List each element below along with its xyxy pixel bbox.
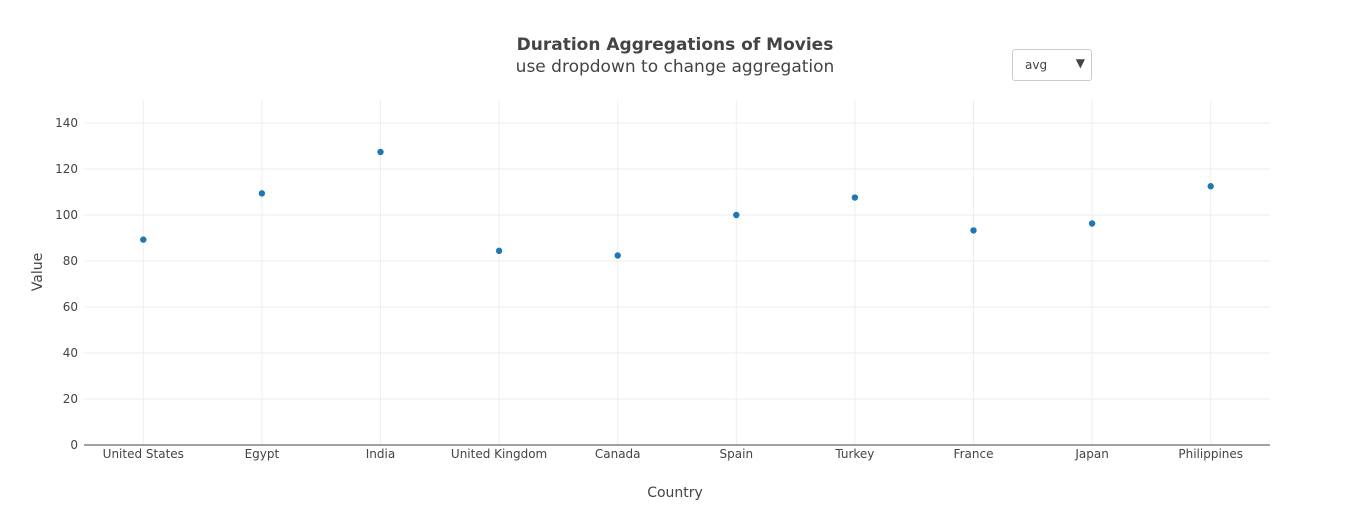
data-point[interactable]: [614, 252, 621, 259]
data-point[interactable]: [258, 190, 266, 197]
aggregation-dropdown[interactable]: avg ▼: [1012, 49, 1092, 81]
y-tick-label: 20: [63, 392, 78, 406]
x-tick-label: France: [954, 447, 994, 461]
data-point[interactable]: [851, 194, 859, 201]
data-point[interactable]: [1088, 220, 1096, 227]
x-tick-label: Canada: [595, 447, 641, 461]
y-tick-label: 100: [55, 208, 78, 222]
y-axis-title: Value: [30, 253, 46, 291]
y-tick-label: 0: [70, 438, 78, 452]
x-axis-ticks: United States Egypt India United Kingdom Can…: [103, 447, 1243, 461]
x-tick-label: Philippines: [1178, 447, 1243, 461]
x-tick-label: Turkey: [834, 447, 874, 461]
y-tick-label: 40: [63, 346, 78, 360]
x-tick-label: United States: [103, 447, 184, 461]
data-point[interactable]: [495, 247, 503, 255]
x-axis-title: Country: [647, 485, 703, 501]
y-axis-ticks: 0 20 40 60 80 100 120 140: [55, 116, 78, 452]
data-point[interactable]: [377, 148, 384, 156]
y-tick-label: 60: [63, 300, 78, 314]
x-tick-label: Egypt: [245, 447, 280, 461]
x-tick-label: United Kingdom: [451, 447, 547, 461]
data-point[interactable]: [140, 236, 147, 243]
chart-subtitle: use dropdown to change aggregation: [516, 57, 835, 77]
data-point[interactable]: [733, 211, 740, 219]
y-tick-label: 140: [55, 116, 78, 130]
data-point[interactable]: [1207, 183, 1214, 190]
data-point[interactable]: [970, 227, 977, 234]
x-tick-label: Spain: [720, 447, 754, 461]
chart-title: Duration Aggregations of Movies: [517, 35, 834, 55]
y-tick-label: 120: [55, 162, 78, 176]
grid: [84, 100, 1270, 445]
chevron-down-icon: ▼: [1075, 56, 1085, 70]
y-tick-label: 80: [63, 254, 78, 268]
data-points: [140, 148, 1214, 259]
x-tick-label: India: [366, 447, 395, 461]
x-tick-label: Japan: [1074, 447, 1108, 461]
aggregation-dropdown-value: avg: [1025, 58, 1048, 72]
